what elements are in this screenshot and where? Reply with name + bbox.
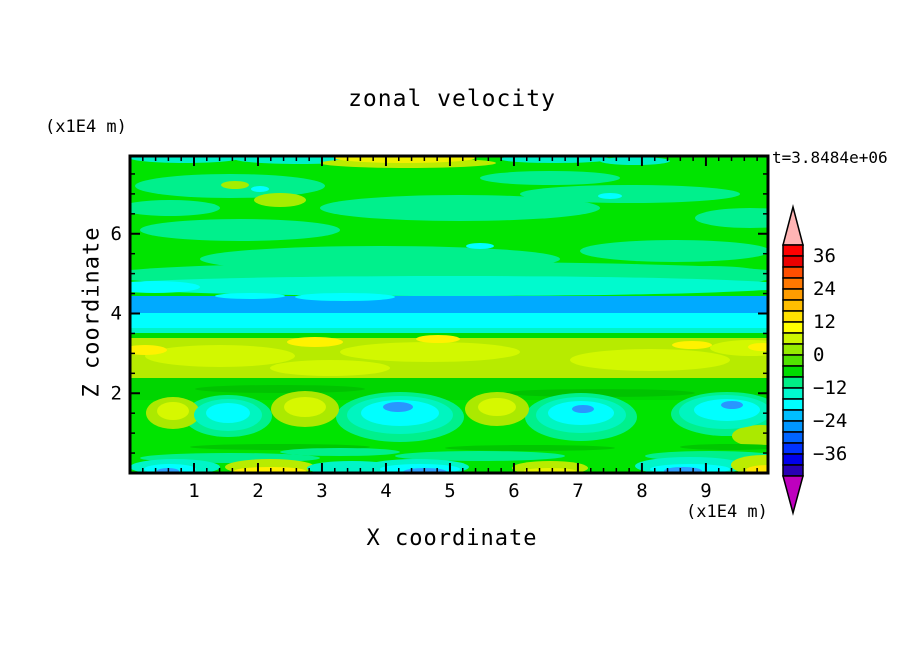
colorbar-segment	[782, 299, 804, 312]
x-axis-unit-label: (x1E4 m)	[686, 502, 768, 522]
x-tick-label: 9	[700, 480, 711, 502]
y-tick-label: 2	[111, 382, 122, 404]
colorbar-label: 24	[813, 278, 836, 300]
colorbar-segment	[782, 442, 804, 455]
colorbar-segment	[782, 244, 804, 257]
colorbar-segment	[782, 453, 804, 466]
colorbar-segment	[782, 376, 804, 389]
colorbar-segment	[782, 354, 804, 367]
colorbar-segment	[782, 464, 804, 477]
x-axis-title: X coordinate	[366, 526, 538, 551]
colorbar-label: −36	[813, 443, 847, 465]
y-axis-unit-label: (x1E4 m)	[45, 117, 127, 137]
colorbar-segment	[782, 387, 804, 400]
colorbar-segment	[782, 431, 804, 444]
colorbar-segment	[782, 420, 804, 433]
x-tick-label: 1	[188, 480, 199, 502]
colorbar-segment	[782, 266, 804, 279]
colorbar-segment	[782, 398, 804, 411]
x-tick-label: 8	[636, 480, 647, 502]
x-tick-label: 3	[316, 480, 327, 502]
y-tick-label: 4	[111, 303, 122, 325]
y-axis-title: Z coordinate	[79, 226, 105, 398]
y-tick-label: 6	[111, 223, 122, 245]
colorbar-segment	[782, 343, 804, 356]
colorbar-segment	[782, 409, 804, 422]
colorbar-segment	[782, 255, 804, 268]
contour-plot: 1 2 3 4 5 6 7 8 9 2 4 6	[111, 154, 770, 502]
x-tick-label: 7	[572, 480, 583, 502]
x-tick-label: 6	[508, 480, 519, 502]
colorbar-segment	[782, 321, 804, 334]
time-annotation: t=3.8484e+06	[772, 148, 888, 167]
x-tick-label: 4	[380, 480, 391, 502]
colorbar-segment	[782, 310, 804, 323]
colorbar-under-arrow	[782, 475, 804, 516]
colorbar-segment	[782, 277, 804, 290]
colorbar-label: 12	[813, 311, 836, 333]
colorbar-over-arrow	[782, 204, 804, 246]
colorbar-label: −12	[813, 377, 847, 399]
colorbar-segment	[782, 288, 804, 301]
colorbar: 36 24 12 0 −12 −24 −36	[782, 204, 847, 516]
colorbar-segment	[782, 332, 804, 345]
colorbar-label: −24	[813, 410, 847, 432]
colorbar-segment	[782, 365, 804, 378]
colorbar-label: 0	[813, 344, 824, 366]
colorbar-label: 36	[813, 245, 836, 267]
contour-field	[130, 156, 768, 473]
plot-title: zonal velocity	[348, 86, 556, 112]
x-tick-label: 2	[252, 480, 263, 502]
x-tick-label: 5	[444, 480, 455, 502]
